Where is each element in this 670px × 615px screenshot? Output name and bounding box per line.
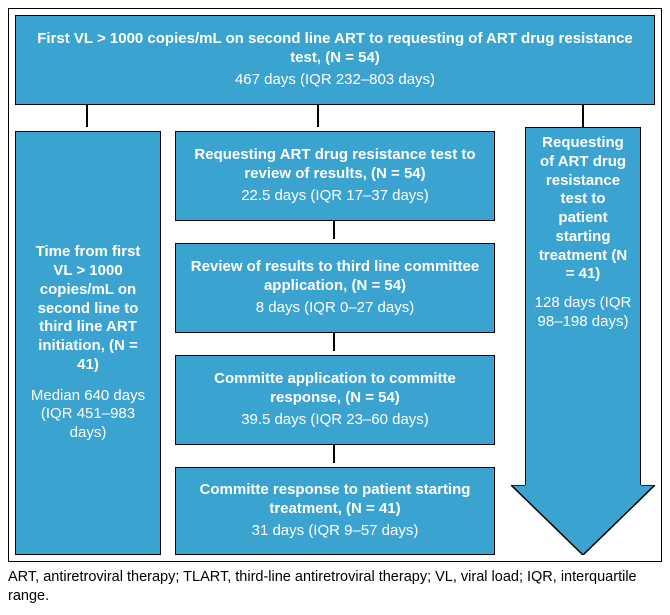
node-mid4: Committe response to patient starting tr… bbox=[175, 467, 495, 555]
node-right-arrow: Requesting of ART drug resistance test t… bbox=[511, 127, 655, 555]
connector bbox=[86, 105, 88, 127]
node-mid1-title: Requesting ART drug resistance test to r… bbox=[186, 146, 484, 184]
node-left: Time from first VL > 1000 copies/mL on s… bbox=[15, 131, 161, 555]
node-mid4-title: Committe response to patient starting tr… bbox=[186, 481, 484, 519]
node-right-title: Requesting of ART drug resistance test t… bbox=[534, 134, 632, 284]
connector bbox=[317, 105, 319, 127]
node-mid3-title: Committe application to committe respons… bbox=[186, 370, 484, 408]
node-right-stem: Requesting of ART drug resistance test t… bbox=[525, 127, 641, 487]
connector bbox=[582, 105, 584, 129]
legend-text: ART, antiretroviral therapy; TLART, thir… bbox=[8, 568, 662, 606]
connector bbox=[333, 445, 335, 463]
node-top-metric: 467 days (IQR 232–803 days) bbox=[26, 71, 644, 90]
node-mid2: Review of results to third line committe… bbox=[175, 243, 495, 333]
node-mid2-metric: 8 days (IQR 0–27 days) bbox=[186, 299, 484, 318]
node-left-title: Time from first VL > 1000 copies/mL on s… bbox=[26, 243, 150, 374]
arrow-head-icon bbox=[511, 485, 655, 555]
node-mid1-metric: 22.5 days (IQR 17–37 days) bbox=[186, 187, 484, 206]
node-mid2-title: Review of results to third line committe… bbox=[186, 258, 484, 296]
connector bbox=[333, 221, 335, 239]
node-mid3: Committe application to committe respons… bbox=[175, 355, 495, 445]
node-right-metric: 128 days (IQR 98–198 days) bbox=[534, 294, 632, 332]
node-mid4-metric: 31 days (IQR 9–57 days) bbox=[186, 522, 484, 541]
node-top-title: First VL > 1000 copies/mL on second line… bbox=[26, 30, 644, 68]
node-top: First VL > 1000 copies/mL on second line… bbox=[15, 15, 655, 105]
connector bbox=[333, 333, 335, 351]
flowchart: First VL > 1000 copies/mL on second line… bbox=[15, 15, 655, 555]
node-mid1: Requesting ART drug resistance test to r… bbox=[175, 131, 495, 221]
node-mid3-metric: 39.5 days (IQR 23–60 days) bbox=[186, 411, 484, 430]
diagram-container: First VL > 1000 copies/mL on second line… bbox=[8, 8, 662, 562]
node-left-metric: Median 640 days (IQR 451–983 days) bbox=[26, 387, 150, 443]
